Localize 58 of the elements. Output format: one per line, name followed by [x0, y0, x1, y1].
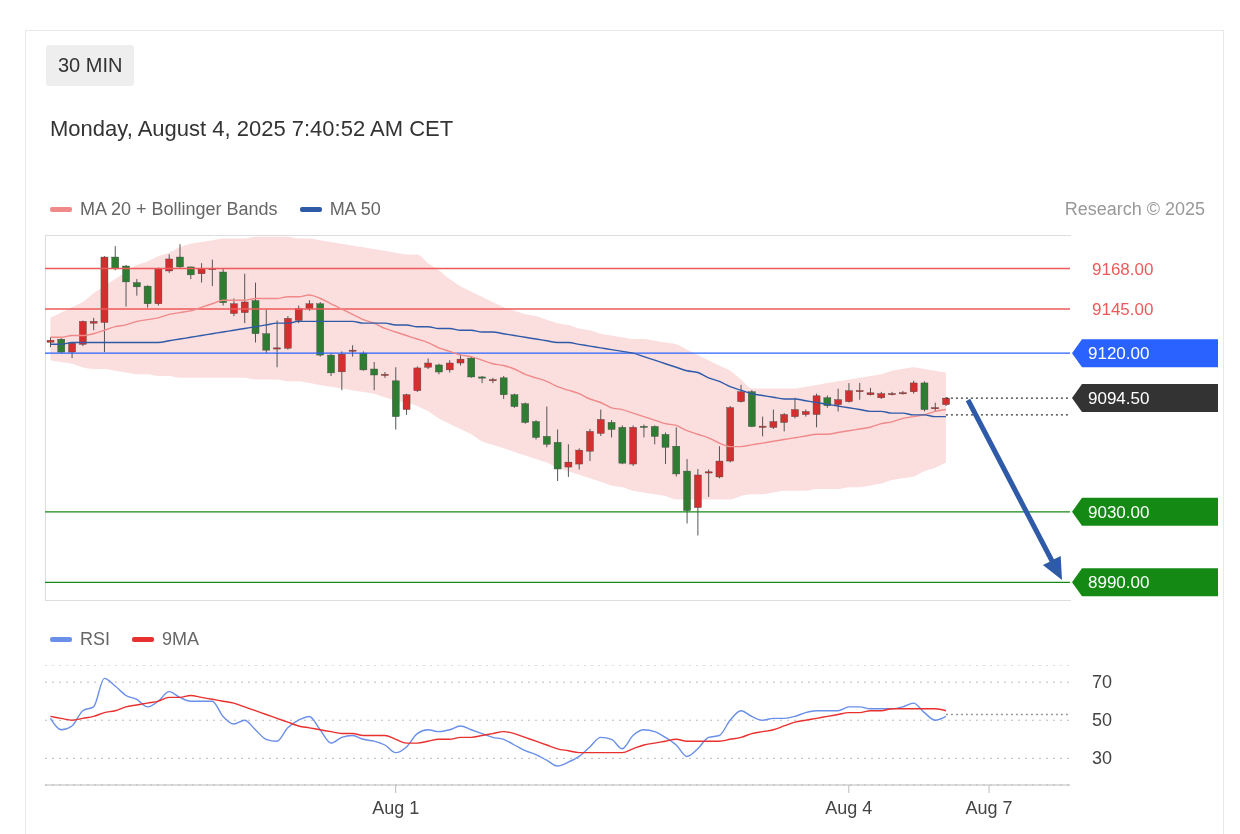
line-series [49, 694, 947, 754]
text: Research © 2025 [1064, 199, 1205, 219]
y-tick-label: 9030.00 [1088, 502, 1150, 522]
y-tick-label: 9094.50 [1088, 389, 1150, 409]
candlestick [834, 388, 842, 412]
candlestick [489, 377, 497, 384]
y-tick-label: 9168.00 [1092, 259, 1154, 279]
candlestick [273, 320, 281, 368]
candlestick [758, 416, 767, 437]
candlestick [111, 245, 119, 271]
chart-title: 30 MIN [58, 54, 123, 76]
candlestick [575, 447, 583, 471]
y-tick-label: 70 [1092, 672, 1113, 693]
x-tick-label: Aug 4 [825, 797, 873, 818]
candlestick [640, 424, 648, 438]
chart-subtitle: Monday, August 4, 2025 7:40:52 AM CET [50, 116, 454, 141]
x-tick-label: Aug 7 [965, 797, 1013, 818]
candlestick [359, 350, 368, 372]
candlestick [197, 262, 206, 284]
candlestick [381, 371, 389, 379]
candlestick [370, 361, 378, 391]
candlestick [780, 412, 788, 432]
candlestick [845, 382, 853, 404]
candlestick [424, 357, 432, 370]
candlestick [499, 375, 508, 400]
candlestick [532, 419, 540, 441]
x-tick-label: Aug 1 [372, 797, 420, 818]
candlestick [79, 320, 87, 347]
candlestick [651, 424, 659, 445]
candlestick [564, 443, 573, 478]
legend-label: MA 50 [329, 199, 381, 220]
candlestick [715, 445, 724, 479]
candlestick [165, 253, 173, 274]
candlestick [478, 375, 486, 384]
legend-label: MA 20 + Bollinger Bands [80, 199, 278, 220]
candlestick [661, 431, 670, 465]
y-tick-label: 9120.00 [1088, 344, 1150, 364]
candlestick [262, 309, 270, 354]
candlestick [597, 409, 605, 437]
candlestick [769, 409, 778, 430]
legend-label: 9MA [162, 629, 200, 650]
candlestick [143, 284, 152, 309]
candlestick [176, 243, 184, 269]
line-series [49, 677, 947, 767]
candlestick [812, 393, 821, 428]
y-tick-label: 8990.00 [1088, 573, 1150, 593]
candlestick [899, 390, 907, 396]
candlestick [704, 469, 713, 498]
candlestick [338, 350, 346, 391]
candlestick [586, 428, 594, 462]
candlestick [122, 264, 130, 308]
candlestick [543, 406, 551, 448]
candlestick [413, 365, 422, 393]
y-tick-label: 30 [1092, 748, 1113, 769]
y-tick-label: 50 [1092, 710, 1113, 731]
y-tick-label: 9145.00 [1092, 300, 1154, 320]
line-series [49, 294, 947, 448]
legend-label: RSI [80, 629, 111, 650]
